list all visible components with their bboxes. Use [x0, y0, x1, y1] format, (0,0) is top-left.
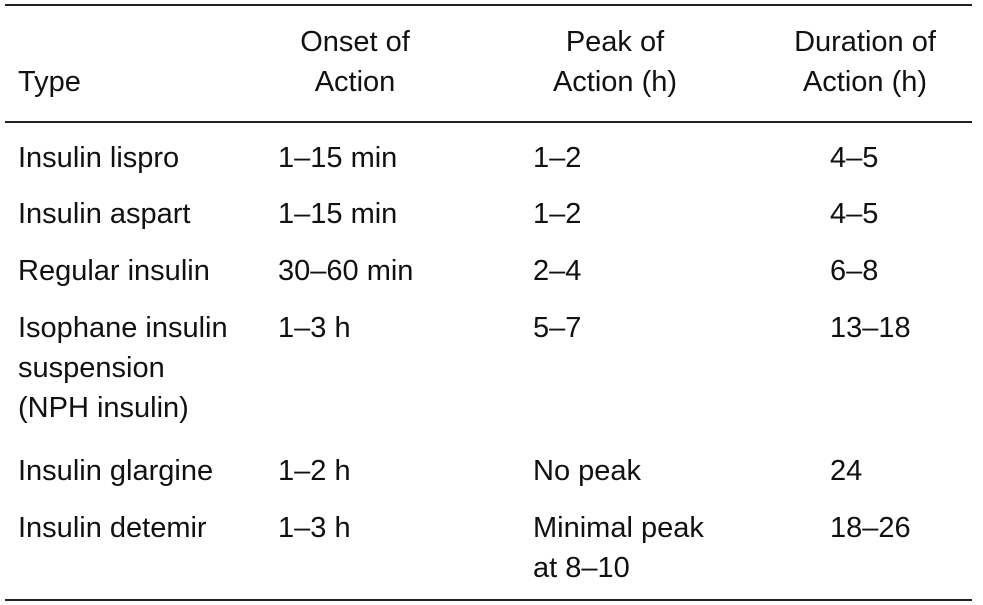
cell-duration: 13–18 [830, 312, 911, 344]
cell-type: Regular insulin [18, 255, 210, 287]
table-bottom-rule [5, 599, 972, 601]
cell-duration: 4–5 [830, 198, 879, 230]
cell-duration: 4–5 [830, 142, 879, 174]
header-type: Type [18, 66, 81, 98]
cell-onset: 1–3 h [278, 512, 351, 544]
cell-peak: 2–4 [533, 255, 582, 287]
cell-onset: 1–3 h [278, 312, 351, 344]
header-onset: Onset of Action [300, 26, 410, 98]
header-duration: Duration of Action (h) [794, 26, 936, 98]
cell-onset: 1–15 min [278, 142, 398, 174]
cell-type: Insulin detemir [18, 512, 207, 544]
header-peak: Peak of Action (h) [552, 26, 678, 98]
table-top-rule [5, 4, 972, 6]
cell-peak: 1–2 [533, 142, 582, 174]
cell-type: Insulin glargine [18, 455, 214, 487]
cell-duration: 24 [830, 455, 863, 487]
cell-peak: 1–2 [533, 198, 582, 230]
cell-peak: No peak [533, 455, 642, 487]
cell-peak: 5–7 [533, 312, 582, 344]
cell-onset: 1–2 h [278, 455, 351, 487]
cell-type: Insulin aspart [18, 198, 191, 230]
cell-duration: 6–8 [830, 255, 879, 287]
cell-type: Insulin lispro [18, 142, 180, 174]
cell-peak: Minimal peak at 8–10 [533, 512, 704, 584]
cell-duration: 18–26 [830, 512, 911, 544]
cell-onset: 30–60 min [278, 255, 414, 287]
cell-onset: 1–15 min [278, 198, 398, 230]
table-header-rule [5, 121, 972, 123]
cell-type: Isophane insulin suspension (NPH insulin… [18, 312, 228, 424]
